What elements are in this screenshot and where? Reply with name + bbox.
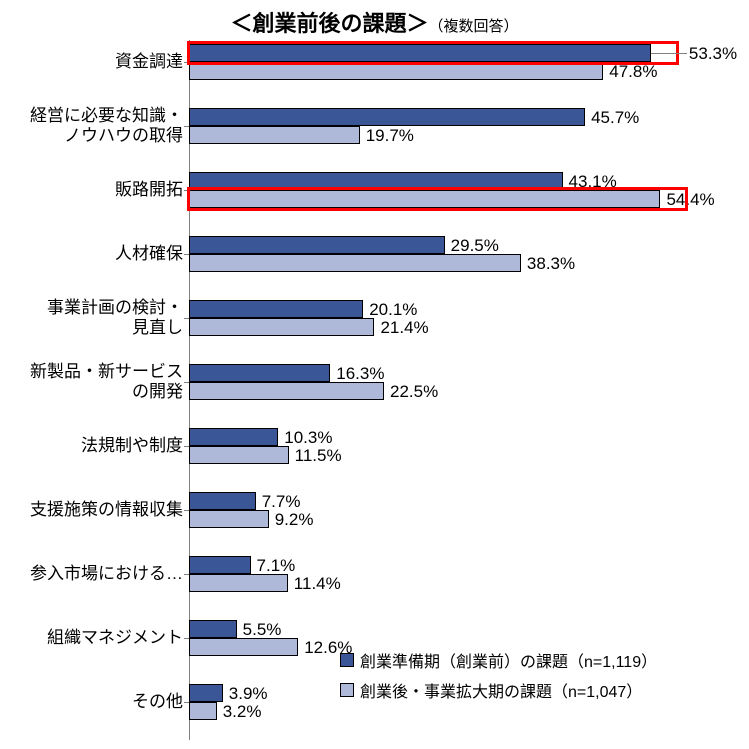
- value-label-prep: 20.1%: [369, 300, 417, 320]
- category-group: 事業計画の検討・ 見直し20.1%21.4%: [189, 300, 709, 336]
- value-label-prep: 7.7%: [262, 492, 301, 512]
- leader-line: [651, 53, 687, 54]
- category-label: 法規制や制度: [81, 436, 189, 456]
- bar-series-post: [189, 638, 298, 656]
- bar-series-prep: [189, 44, 651, 62]
- category-label: 参入市場における…: [30, 564, 189, 584]
- legend-item-post: 創業後・事業拡大期の課題（n=1,047）: [340, 678, 657, 702]
- bar-series-prep: [189, 492, 256, 510]
- legend-item-prep: 創業準備期（創業前）の課題（n=1,119）: [340, 648, 657, 672]
- value-label-post: 11.5%: [295, 446, 342, 466]
- value-label-post: 47.8%: [609, 62, 657, 82]
- bar-series-prep: [189, 108, 585, 126]
- bar-series-post: [189, 382, 384, 400]
- legend-swatch-prep: [340, 653, 354, 667]
- category-label: 事業計画の検討・ 見直し: [47, 298, 189, 337]
- bar-series-prep: [189, 428, 278, 446]
- legend: 創業準備期（創業前）の課題（n=1,119） 創業後・事業拡大期の課題（n=1,…: [340, 648, 657, 708]
- category-label: その他: [132, 692, 189, 712]
- chart-title-sub: （複数回答）: [429, 18, 519, 35]
- category-label: 組織マネジメント: [47, 628, 189, 648]
- value-label-prep: 7.1%: [257, 556, 296, 576]
- bar-series-post: [189, 62, 603, 80]
- chart-page: ＜創業前後の課題＞（複数回答） 資金調達53.3%47.8%経営に必要な知識・ …: [0, 0, 749, 749]
- category-label: 資金調達: [115, 52, 189, 72]
- bar-series-post: [189, 190, 660, 208]
- bar-series-prep: [189, 236, 445, 254]
- value-label-prep: 43.1%: [569, 172, 617, 192]
- value-label-post: 22.5%: [390, 382, 438, 402]
- value-label-prep: 29.5%: [451, 236, 499, 256]
- plot-area: 資金調達53.3%47.8%経営に必要な知識・ ノウハウの取得45.7%19.7…: [189, 40, 709, 740]
- value-label-prep: 53.3%: [689, 44, 737, 64]
- bar-series-prep: [189, 556, 251, 574]
- value-label-prep: 10.3%: [284, 428, 332, 448]
- value-label-post: 38.3%: [527, 254, 575, 274]
- bar-series-post: [189, 702, 217, 720]
- value-label-post: 21.4%: [380, 318, 428, 338]
- category-label: 人材確保: [115, 244, 189, 264]
- category-group: 販路開拓43.1%54.4%: [189, 172, 709, 208]
- category-group: 支援施策の情報収集7.7%9.2%: [189, 492, 709, 528]
- category-group: 資金調達53.3%47.8%: [189, 44, 709, 80]
- chart-title: ＜創業前後の課題＞（複数回答）: [0, 6, 749, 38]
- chart-title-main: ＜創業前後の課題＞: [230, 11, 428, 36]
- bar-series-prep: [189, 172, 563, 190]
- bar-series-post: [189, 126, 360, 144]
- value-label-post: 11.4%: [294, 574, 341, 594]
- category-group: 新製品・新サービス の開発16.3%22.5%: [189, 364, 709, 400]
- category-label: 販路開拓: [115, 180, 189, 200]
- bar-series-prep: [189, 684, 223, 702]
- category-label: 経営に必要な知識・ ノウハウの取得: [30, 106, 189, 145]
- value-label-prep: 5.5%: [243, 620, 282, 640]
- value-label-prep: 3.9%: [229, 684, 268, 704]
- legend-label-prep: 創業準備期（創業前）の課題（n=1,119）: [360, 648, 657, 672]
- category-label: 支援施策の情報収集: [30, 500, 189, 520]
- value-label-prep: 16.3%: [336, 364, 384, 384]
- bar-series-prep: [189, 300, 363, 318]
- category-group: 経営に必要な知識・ ノウハウの取得45.7%19.7%: [189, 108, 709, 144]
- value-label-prep: 45.7%: [591, 108, 639, 128]
- bar-series-post: [189, 446, 289, 464]
- value-label-post: 54.4%: [666, 190, 714, 210]
- value-label-post: 3.2%: [223, 702, 262, 722]
- legend-swatch-post: [340, 683, 354, 697]
- value-label-post: 9.2%: [275, 510, 314, 530]
- category-group: 参入市場における…7.1%11.4%: [189, 556, 709, 592]
- category-group: 法規制や制度10.3%11.5%: [189, 428, 709, 464]
- legend-label-post: 創業後・事業拡大期の課題（n=1,047）: [360, 678, 642, 702]
- value-label-post: 19.7%: [366, 126, 414, 146]
- bar-series-prep: [189, 364, 330, 382]
- bar-series-post: [189, 254, 521, 272]
- bar-series-post: [189, 574, 288, 592]
- bar-series-post: [189, 510, 269, 528]
- category-label: 新製品・新サービス の開発: [30, 362, 189, 401]
- bar-series-prep: [189, 620, 237, 638]
- bar-series-post: [189, 318, 374, 336]
- category-group: 人材確保29.5%38.3%: [189, 236, 709, 272]
